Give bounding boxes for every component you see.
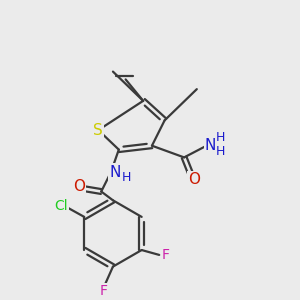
Text: H: H [122, 171, 131, 184]
Text: H: H [215, 145, 225, 158]
Text: F: F [99, 284, 107, 298]
Text: N: N [109, 164, 121, 179]
Text: H: H [215, 131, 225, 144]
Text: S: S [93, 123, 103, 138]
Text: F: F [162, 248, 170, 262]
Text: O: O [73, 179, 85, 194]
Text: Cl: Cl [54, 199, 68, 213]
Text: O: O [188, 172, 200, 187]
Text: N: N [205, 138, 216, 153]
